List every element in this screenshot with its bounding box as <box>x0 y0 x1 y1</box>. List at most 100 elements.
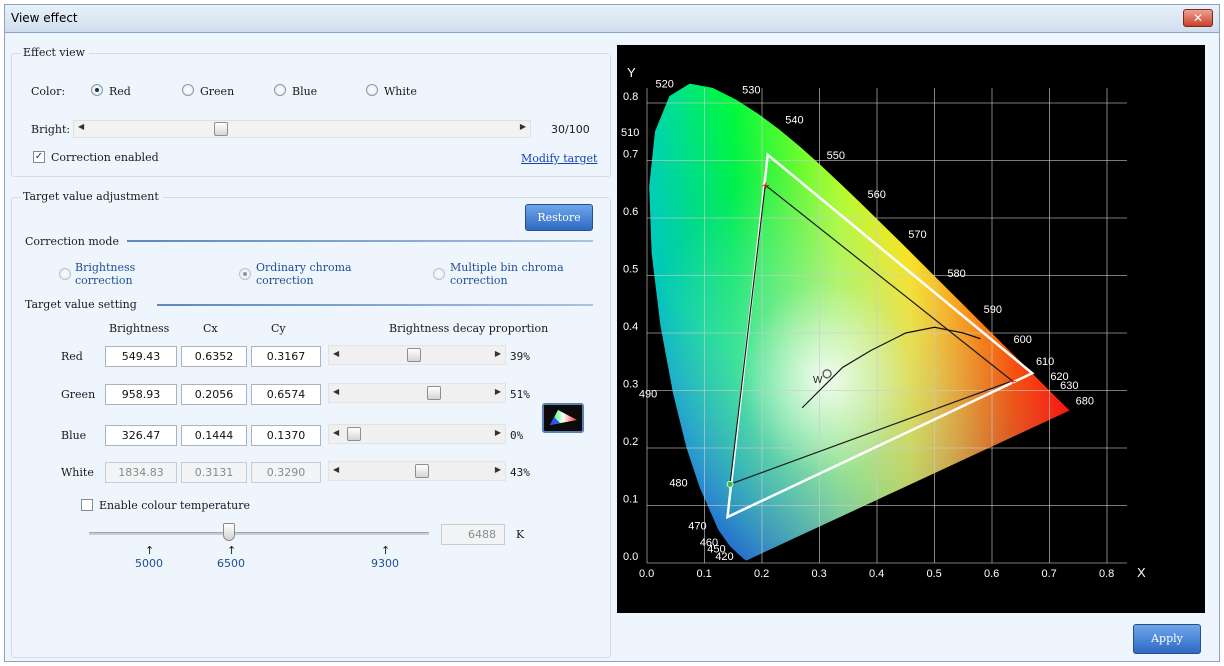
brightness-correction-radio[interactable] <box>59 268 71 280</box>
y-axis-label: Y <box>627 65 636 80</box>
slider-right-arrow-icon[interactable]: ▶ <box>494 349 501 358</box>
ordinary-chroma-correction-radio[interactable] <box>239 268 251 280</box>
blue-cx-input[interactable]: 0.1444 <box>181 425 247 446</box>
slider-right-arrow-icon[interactable]: ▶ <box>494 465 501 474</box>
green-cx-input[interactable]: 0.2056 <box>181 384 247 405</box>
color-red-label[interactable]: Red <box>109 85 131 98</box>
slider-right-arrow-icon[interactable]: ▶ <box>494 387 501 396</box>
target-red-marker: + <box>1008 375 1017 388</box>
red-cy-input[interactable]: 0.3167 <box>251 346 321 367</box>
row-label-green: Green <box>61 388 96 401</box>
y-tick-label: 0.0 <box>623 551 638 563</box>
colour-temp-slider-track <box>89 532 429 535</box>
enable-colour-temp-label[interactable]: Enable colour temperature <box>99 499 251 512</box>
blue-brightness-input[interactable]: 326.47 <box>105 425 177 446</box>
white-point-label: W <box>813 375 823 386</box>
white-region-glow <box>649 83 1070 561</box>
slider-right-arrow-icon[interactable]: ▶ <box>494 428 501 437</box>
white-cy-input: 0.3290 <box>251 462 321 483</box>
effect-view-group <box>11 53 611 177</box>
red-decay-slider[interactable]: ◀ ▶ <box>328 345 506 365</box>
x-tick-label: 0.7 <box>1042 568 1057 580</box>
white-decay-value: 43% <box>510 466 530 479</box>
marker-6500-arrow-icon: ↑ <box>227 544 237 557</box>
ordinary-chroma-label-1[interactable]: Ordinary chroma <box>256 261 352 274</box>
green-decay-thumb[interactable] <box>427 386 441 400</box>
green-cy-input[interactable]: 0.6574 <box>251 384 321 405</box>
blue-decay-slider[interactable]: ◀ ▶ <box>328 424 506 444</box>
white-decay-slider[interactable]: ◀ ▶ <box>328 461 506 481</box>
multiple-bin-chroma-label-2[interactable]: correction <box>450 274 508 287</box>
color-blue-label[interactable]: Blue <box>292 85 318 98</box>
slider-left-arrow-icon[interactable]: ◀ <box>333 428 340 437</box>
wavelength-label: 550 <box>827 150 845 162</box>
color-white-label[interactable]: White <box>384 85 417 98</box>
wavelength-label: 450 <box>707 544 725 556</box>
color-green-radio[interactable] <box>182 84 194 96</box>
color-white-radio[interactable] <box>366 84 378 96</box>
slider-right-arrow-icon[interactable]: ▶ <box>519 122 526 131</box>
wavelength-label: 600 <box>1014 334 1032 346</box>
brightness-correction-label-2[interactable]: correction <box>75 274 133 287</box>
colour-temp-slider-thumb[interactable] <box>223 523 235 541</box>
slider-left-arrow-icon[interactable]: ◀ <box>78 122 85 131</box>
wavelength-label: 420 <box>715 551 733 563</box>
restore-button[interactable]: Restore <box>525 204 593 231</box>
y-tick-label: 0.7 <box>623 149 638 161</box>
title-bar: View effect ✕ <box>4 4 1220 32</box>
white-decay-thumb[interactable] <box>415 464 429 478</box>
marker-6500-label: 6500 <box>217 557 245 570</box>
multiple-bin-chroma-radio[interactable] <box>433 268 445 280</box>
marker-9300-label: 9300 <box>371 557 399 570</box>
wavelength-label: 610 <box>1036 356 1054 368</box>
red-brightness-input[interactable]: 549.43 <box>105 346 177 367</box>
slider-left-arrow-icon[interactable]: ◀ <box>333 465 340 474</box>
planckian-locus <box>801 326 981 409</box>
wavelength-label: 580 <box>947 268 965 280</box>
modify-target-link[interactable]: Modify target <box>521 152 598 165</box>
blue-decay-thumb[interactable] <box>347 427 361 441</box>
correction-enabled-checkbox[interactable]: ✓ <box>33 151 45 163</box>
close-button[interactable]: ✕ <box>1183 9 1213 27</box>
ordinary-chroma-label-2[interactable]: correction <box>256 274 314 287</box>
correction-enabled-label[interactable]: Correction enabled <box>51 151 159 164</box>
row-label-blue: Blue <box>61 429 87 442</box>
x-axis-label: X <box>1137 565 1146 580</box>
red-decay-value: 39% <box>510 350 530 363</box>
brightness-correction-label-1[interactable]: Brightness <box>75 261 136 274</box>
green-decay-slider[interactable]: ◀ ▶ <box>328 383 506 403</box>
red-cx-input[interactable]: 0.6352 <box>181 346 247 367</box>
red-decay-thumb[interactable] <box>407 348 421 362</box>
window-title: View effect <box>11 11 78 25</box>
color-label: Color: <box>31 85 66 98</box>
color-gamut-button[interactable] <box>542 403 584 433</box>
colour-temp-unit: K <box>516 528 525 541</box>
row-label-white: White <box>61 466 94 479</box>
color-red-radio[interactable] <box>91 84 103 96</box>
bright-slider-thumb[interactable] <box>214 122 228 136</box>
wavelength-label: 510 <box>621 127 639 139</box>
colour-temp-slider[interactable] <box>89 523 429 545</box>
bright-slider[interactable]: ◀ ▶ <box>73 120 531 138</box>
target-blue-marker <box>726 480 734 488</box>
blue-cy-input[interactable]: 0.1370 <box>251 425 321 446</box>
wavelength-label: 480 <box>669 478 687 490</box>
cie-chart-panel: 0.0 0.0 0.1 0.1 0.2 0.2 0.3 0.3 0.4 0.4 0.5 0.5 0.6 0… <box>617 45 1205 613</box>
wavelength-label: 520 <box>656 78 674 90</box>
bright-value: 30/100 <box>551 123 590 136</box>
marker-5000-arrow-icon: ↑ <box>145 544 155 557</box>
slider-left-arrow-icon[interactable]: ◀ <box>333 349 340 358</box>
marker-9300-arrow-icon: ↑ <box>381 544 391 557</box>
correction-mode-label: Correction mode <box>25 235 119 248</box>
color-blue-radio[interactable] <box>274 84 286 96</box>
apply-button[interactable]: Apply <box>1133 624 1201 654</box>
multiple-bin-chroma-label-1[interactable]: Multiple bin chroma <box>450 261 564 274</box>
enable-colour-temp-checkbox[interactable] <box>81 499 93 511</box>
green-brightness-input[interactable]: 958.93 <box>105 384 177 405</box>
color-green-label[interactable]: Green <box>200 85 235 98</box>
y-tick-label: 0.5 <box>623 264 638 276</box>
wavelength-label: 470 <box>688 521 706 533</box>
slider-left-arrow-icon[interactable]: ◀ <box>333 387 340 396</box>
color-gamut-icon <box>550 410 577 425</box>
x-tick-label: 0.6 <box>984 568 999 580</box>
